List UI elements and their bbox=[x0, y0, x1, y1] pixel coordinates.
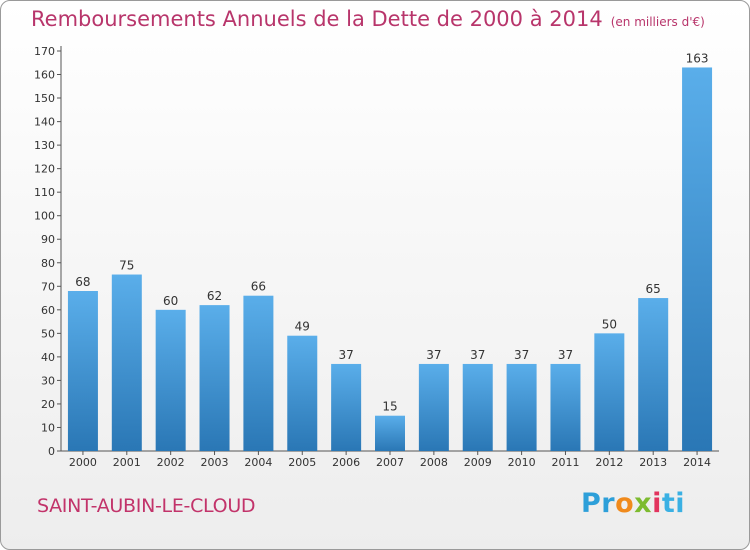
x-tick-label: 2004 bbox=[244, 456, 272, 469]
y-tick-label: 160 bbox=[34, 69, 55, 82]
bar bbox=[594, 333, 625, 451]
y-tick-label: 30 bbox=[41, 374, 55, 387]
bar-value-label: 37 bbox=[514, 348, 529, 362]
x-tick-label: 2014 bbox=[683, 456, 711, 469]
y-tick-label: 140 bbox=[34, 116, 55, 129]
bar bbox=[199, 305, 230, 451]
y-tick-label: 10 bbox=[41, 421, 55, 434]
y-tick-label: 40 bbox=[41, 351, 55, 364]
bar-value-label: 15 bbox=[382, 400, 397, 414]
bar-value-label: 37 bbox=[338, 348, 353, 362]
x-tick-label: 2001 bbox=[113, 456, 141, 469]
y-tick-label: 50 bbox=[41, 327, 55, 340]
bar-value-label: 65 bbox=[646, 282, 661, 296]
y-tick-label: 110 bbox=[34, 186, 55, 199]
bar bbox=[550, 363, 581, 451]
y-tick-label: 0 bbox=[48, 445, 55, 458]
bar-value-label: 50 bbox=[602, 317, 617, 331]
y-tick-label: 150 bbox=[34, 92, 55, 105]
x-tick-label: 2011 bbox=[551, 456, 579, 469]
x-tick-label: 2009 bbox=[464, 456, 492, 469]
bar bbox=[462, 363, 493, 451]
x-tick-label: 2006 bbox=[332, 456, 360, 469]
unit-label: (en milliers d'€) bbox=[610, 15, 705, 29]
bar-value-label: 60 bbox=[163, 294, 178, 308]
commune-name: SAINT-AUBIN-LE-CLOUD bbox=[37, 495, 256, 517]
bar bbox=[418, 363, 449, 451]
y-tick-label: 120 bbox=[34, 163, 55, 176]
bar-value-label: 37 bbox=[426, 348, 441, 362]
proxiti-logo: Proxiti bbox=[581, 488, 686, 519]
bar bbox=[331, 363, 362, 451]
bar-value-label: 66 bbox=[251, 280, 266, 294]
bar bbox=[243, 295, 274, 451]
x-tick-label: 2002 bbox=[157, 456, 185, 469]
bar-value-label: 68 bbox=[75, 275, 90, 289]
x-tick-label: 2008 bbox=[420, 456, 448, 469]
x-tick-label: 2003 bbox=[201, 456, 229, 469]
bar-value-label: 75 bbox=[119, 259, 134, 273]
bar bbox=[682, 67, 713, 452]
bar bbox=[67, 291, 98, 451]
bar bbox=[506, 363, 537, 451]
x-tick-label: 2005 bbox=[288, 456, 316, 469]
x-tick-label: 2012 bbox=[595, 456, 623, 469]
bar-value-label: 49 bbox=[295, 320, 310, 334]
bar bbox=[287, 335, 318, 451]
y-tick-label: 70 bbox=[41, 280, 55, 293]
bar bbox=[638, 298, 669, 451]
bar-value-label: 37 bbox=[470, 348, 485, 362]
x-tick-label: 2013 bbox=[639, 456, 667, 469]
x-tick-label: 2007 bbox=[376, 456, 404, 469]
bar-value-label: 62 bbox=[207, 289, 222, 303]
y-tick-label: 90 bbox=[41, 233, 55, 246]
x-tick-label: 2010 bbox=[508, 456, 536, 469]
chart-title: Remboursements Annuels de la Dette de 20… bbox=[31, 7, 705, 31]
y-tick-label: 170 bbox=[34, 45, 55, 58]
y-tick-label: 20 bbox=[41, 398, 55, 411]
bar bbox=[375, 415, 405, 451]
y-tick-label: 60 bbox=[41, 304, 55, 317]
bar bbox=[111, 274, 142, 451]
bar-value-label: 37 bbox=[558, 348, 573, 362]
bar-value-label: 163 bbox=[686, 51, 709, 65]
bar bbox=[155, 309, 186, 451]
x-tick-label: 2000 bbox=[69, 456, 97, 469]
y-tick-label: 100 bbox=[34, 210, 55, 223]
y-tick-label: 80 bbox=[41, 257, 55, 270]
y-tick-label: 130 bbox=[34, 139, 55, 152]
